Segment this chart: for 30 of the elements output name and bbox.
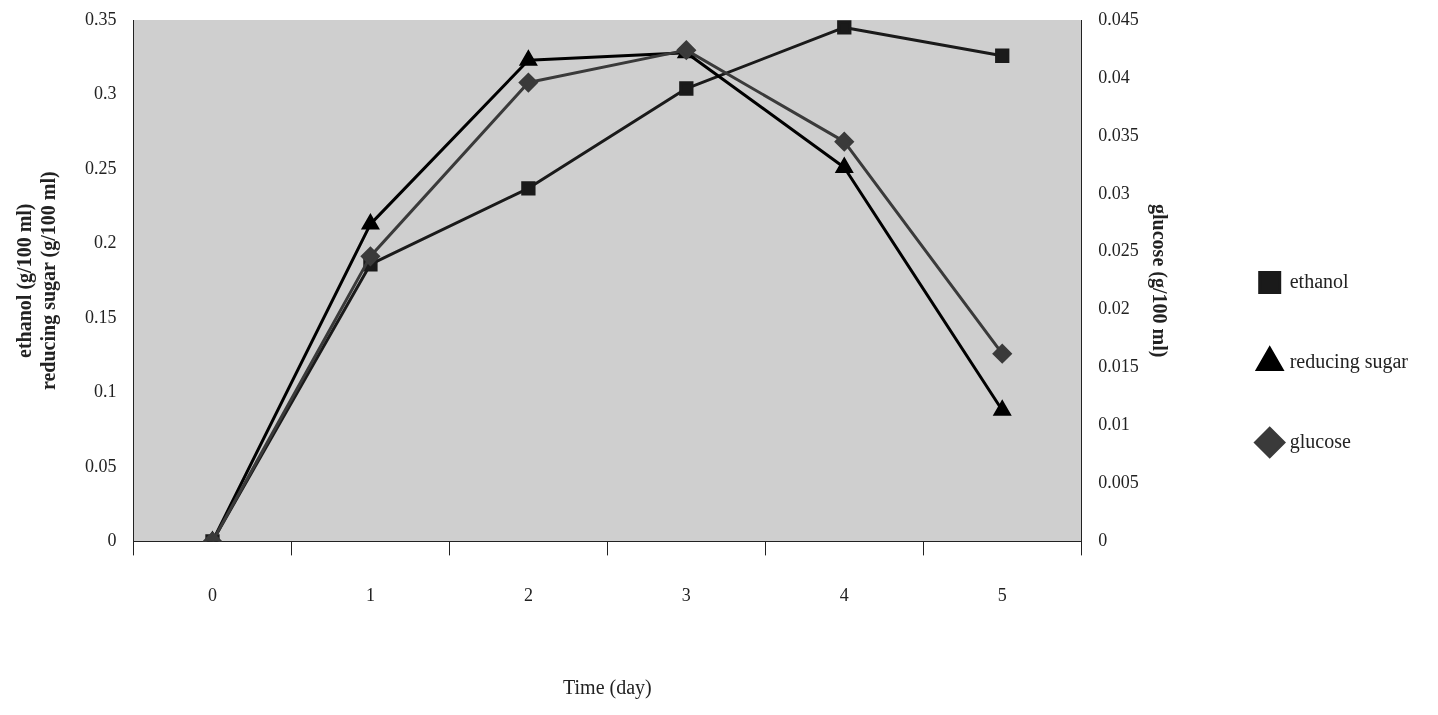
x-tick-label: 2 bbox=[523, 584, 533, 605]
y-tick-label: 0 bbox=[107, 530, 117, 551]
y2-axis-title: glucose (g/100 ml) bbox=[1147, 204, 1171, 358]
y-tick-label: 0.3 bbox=[94, 83, 117, 104]
y2-tick-label: 0.03 bbox=[1098, 182, 1130, 203]
y2-tick-label: 0.01 bbox=[1098, 414, 1130, 435]
y-tick-label: 0.2 bbox=[94, 232, 117, 253]
x-tick-label: 1 bbox=[365, 584, 375, 605]
legend-label: glucose bbox=[1289, 429, 1351, 453]
y2-tick-label: 0.04 bbox=[1098, 66, 1130, 87]
x-tick-label: 3 bbox=[681, 584, 691, 605]
x-tick-label: 0 bbox=[207, 584, 217, 605]
y2-tick-label: 0.005 bbox=[1098, 472, 1139, 493]
y2-tick-label: 0.045 bbox=[1098, 8, 1139, 29]
y-axis-title: ethanol (g/100 ml) reducing sugar (g/100 ml) bbox=[13, 171, 61, 391]
y2-tick-label: 0 bbox=[1098, 530, 1108, 551]
x-tick-label: 4 bbox=[839, 584, 849, 605]
y2-tick-label: 0.015 bbox=[1098, 356, 1139, 377]
legend-label: ethanol bbox=[1289, 269, 1350, 292]
y2-tick-label: 0.02 bbox=[1098, 298, 1130, 319]
y2-tick-label: 0.035 bbox=[1098, 124, 1139, 145]
y-tick-label: 0.1 bbox=[94, 381, 117, 402]
y2-tick-label: 0.025 bbox=[1098, 240, 1139, 261]
y-tick-label: 0.15 bbox=[85, 306, 117, 327]
x-tick-label: 5 bbox=[997, 584, 1007, 605]
x-axis-title: Time (day) bbox=[563, 676, 652, 700]
y-tick-label: 0.05 bbox=[85, 455, 117, 476]
legend-label: reducing sugar bbox=[1289, 349, 1409, 373]
y-tick-label: 0.25 bbox=[85, 157, 117, 178]
y-tick-label: 0.35 bbox=[85, 8, 117, 29]
